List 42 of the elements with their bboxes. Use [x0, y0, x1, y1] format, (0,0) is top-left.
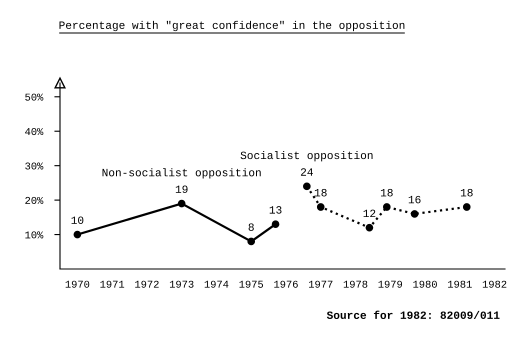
x-tick-label: 1971: [100, 280, 124, 288]
point: [74, 230, 82, 238]
point: [462, 203, 471, 211]
point: [303, 182, 311, 190]
y-tick-label: 40%: [25, 128, 44, 136]
data-label: 19: [176, 185, 188, 194]
x-tick-label: 1975: [239, 280, 264, 288]
y-tick-label: 20%: [25, 196, 44, 204]
point: [366, 224, 374, 232]
data-label: 10: [72, 216, 84, 224]
x-tick-label: 1980: [413, 280, 437, 288]
data-label: 13: [270, 206, 282, 214]
x-tick-label: 1979: [378, 280, 402, 288]
point: [247, 238, 256, 246]
point: [410, 210, 418, 218]
x-tick-label: 1977: [308, 280, 332, 288]
data-label: 8: [248, 223, 254, 231]
point: [316, 203, 325, 211]
data-label: 18: [380, 188, 393, 196]
x-tick-label: 1982: [482, 280, 506, 288]
data-label: 12: [364, 210, 376, 218]
x-tick-label: 1972: [135, 280, 159, 288]
y-tick-label: 30%: [25, 162, 44, 170]
point: [272, 220, 280, 228]
x-tick-label: 1973: [170, 280, 194, 288]
y-tick-label: 10%: [25, 231, 44, 238]
point: [382, 203, 391, 211]
data-label: 24: [300, 168, 313, 176]
x-tick-label: 1981: [448, 280, 472, 288]
chart-title: Percentage with "great confidence" in the opposition: [60, 20, 404, 32]
x-tick-label: 1974: [204, 280, 228, 288]
x-tick-label: 1978: [344, 280, 368, 288]
text: Socialist opposition: [240, 150, 373, 162]
y-tick-label: 50%: [25, 94, 44, 101]
data-label: 18: [460, 188, 473, 196]
data-label: 18: [314, 188, 327, 196]
data-label: 16: [408, 196, 421, 204]
x-tick-label: 1976: [274, 280, 298, 288]
point: [178, 200, 186, 208]
text: Non-socialist opposition: [102, 168, 261, 179]
x-tick-label: 1970: [66, 280, 90, 288]
source-note: Source for 1982: 82009/011: [326, 310, 500, 319]
